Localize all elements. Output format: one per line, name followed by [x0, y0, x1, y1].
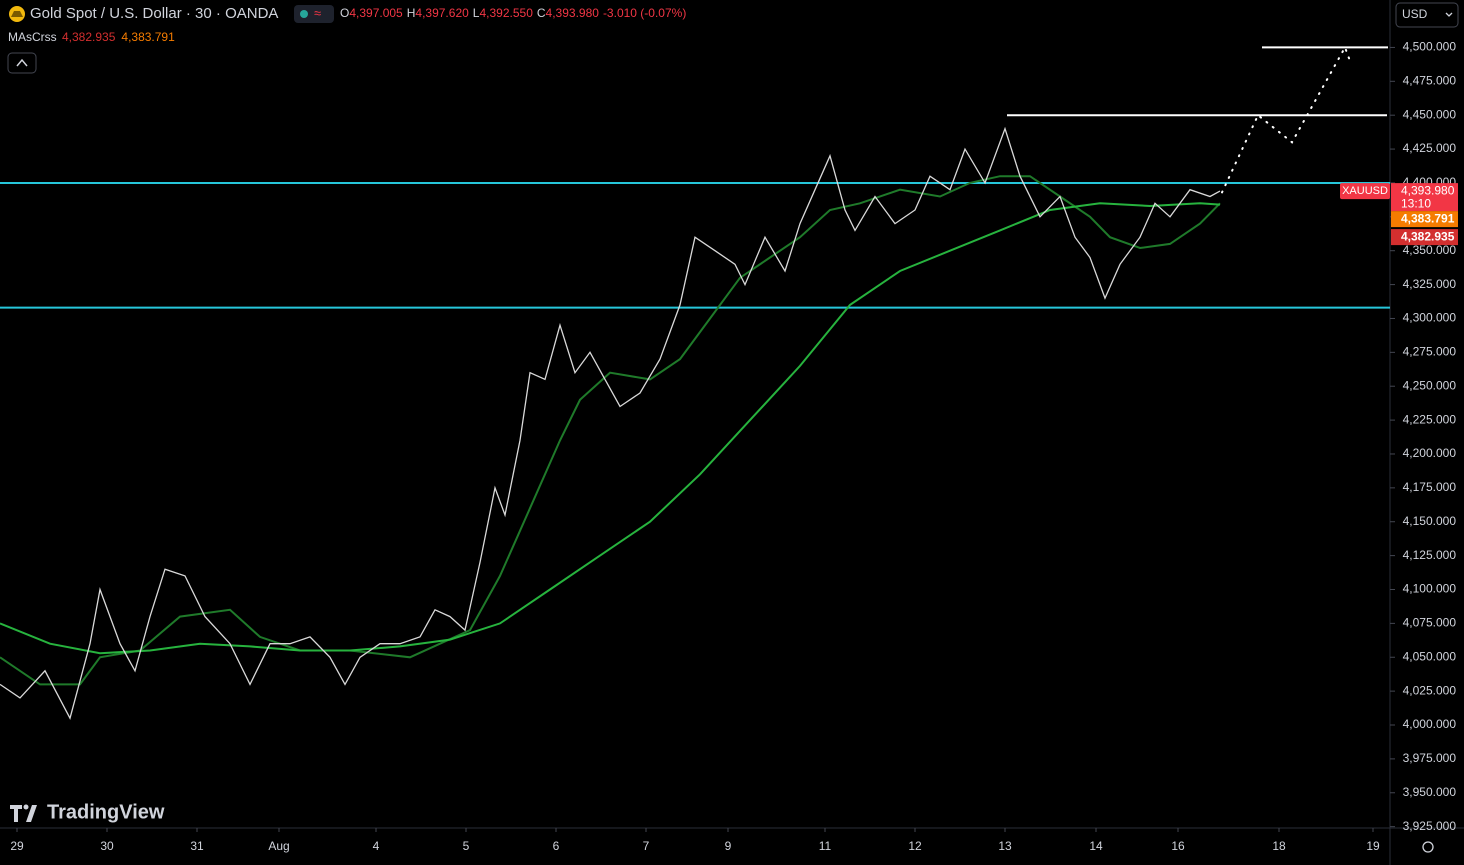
symbol-icon-bar	[11, 11, 23, 17]
x-tick-label: 14	[1089, 839, 1103, 853]
ohlc-key: C	[537, 6, 546, 20]
collapse-button[interactable]	[7, 52, 37, 74]
y-tick-label: 4,250.000	[1403, 378, 1457, 392]
ma-tag-label: 4,382.935	[1401, 229, 1455, 243]
status-badge	[294, 5, 334, 23]
chart-title: Gold Spot / U.S. Dollar · 30 · OANDA	[30, 5, 278, 22]
ohlc-key: L	[473, 6, 480, 20]
symbol-tag-label: XAUUSD	[1342, 185, 1388, 197]
ma-line	[0, 202, 1221, 655]
y-tick-label: 4,350.000	[1403, 243, 1457, 257]
x-tick-label: 9	[725, 839, 732, 853]
x-tick-label: 7	[643, 839, 650, 853]
ohlc-key: O	[340, 6, 349, 20]
y-tick-label: 4,475.000	[1403, 73, 1457, 87]
brand-icon-dot	[23, 804, 29, 810]
x-tick-label: 5	[463, 839, 470, 853]
y-tick-label: 3,950.000	[1403, 785, 1457, 799]
ohlc-value: 4,393.980	[546, 6, 600, 20]
projection-path	[1221, 45, 1351, 194]
y-tick-label: 3,975.000	[1403, 751, 1457, 765]
x-tick-label: 4	[373, 839, 380, 853]
market-status	[300, 10, 308, 18]
overlay: Gold Spot / U.S. Dollar · 30 · OANDA ≈ O…	[7, 2, 1459, 853]
y-tick-label: 3,925.000	[1403, 819, 1457, 833]
price-line	[0, 126, 1221, 720]
plot-area	[0, 45, 1390, 720]
ohlc-values: O4,397.005 H4,397.620 L4,392.550 C4,393.980…	[340, 6, 686, 20]
currency-label: USD	[1402, 7, 1428, 21]
x-tick-label: 6	[553, 839, 560, 853]
ma-tag-label: 4,383.791	[1401, 211, 1455, 225]
symbol-tag	[1340, 183, 1390, 200]
ohlc-value: 4,397.620	[415, 6, 469, 20]
y-tick-label: 4,225.000	[1403, 412, 1457, 426]
indicator-value: 4,383.791	[121, 30, 175, 44]
y-tick-label: 4,450.000	[1403, 107, 1457, 121]
price-tag	[1391, 183, 1458, 212]
ma-tag	[1391, 229, 1458, 246]
ohlc-value: 4,392.550	[479, 6, 533, 20]
brand-logo: TradingView	[10, 801, 165, 823]
countdown-label: 13:10	[1401, 196, 1431, 210]
x-tick-label: 12	[908, 839, 922, 853]
y-tick-label: 4,300.000	[1403, 311, 1457, 325]
currency-dropdown[interactable]	[1395, 2, 1459, 28]
y-tick-label: 4,150.000	[1403, 514, 1457, 528]
dropdown-arrow	[1445, 12, 1453, 17]
y-tick-label: 4,325.000	[1403, 277, 1457, 291]
settings-button[interactable]	[1422, 841, 1434, 853]
y-tick-label: 4,100.000	[1403, 582, 1457, 596]
x-tick-label: 19	[1366, 839, 1380, 853]
y-tick-label: 4,050.000	[1403, 649, 1457, 663]
x-tick-label: 18	[1272, 839, 1286, 853]
brand-name: TradingView	[47, 801, 165, 823]
brand-icon	[10, 805, 37, 822]
x-tick-label: Aug	[268, 839, 289, 853]
x-tick-label: 29	[10, 839, 24, 853]
y-tick-label: 4,275.000	[1403, 345, 1457, 359]
y-tick-label: 4,075.000	[1403, 616, 1457, 630]
y-tick-label: 4,125.000	[1403, 548, 1457, 562]
indicator-value: 4,382.935	[62, 30, 116, 44]
y-tick-label: 4,500.000	[1403, 40, 1457, 54]
ma-tag	[1391, 211, 1458, 228]
x-tick-label: 30	[100, 839, 114, 853]
price-tag-label: 4,393.980	[1401, 183, 1455, 197]
indicator-name: MAsCrss	[8, 30, 57, 44]
y-tick-label: 4,425.000	[1403, 141, 1457, 155]
x-tick-label: 13	[998, 839, 1012, 853]
x-tick-label: 31	[190, 839, 204, 853]
ohlc-key: H	[407, 6, 416, 20]
y-tick-label: 4,175.000	[1403, 480, 1457, 494]
collapse-chevron	[16, 58, 28, 67]
ohlc-value: 4,397.005	[349, 6, 403, 20]
status-icon: ≈	[314, 5, 321, 20]
y-tick-label: 4,200.000	[1403, 446, 1457, 460]
y-tick-label: 4,025.000	[1403, 683, 1457, 697]
x-tick-label: 16	[1171, 839, 1185, 853]
change-value: -3.010 (-0.07%)	[603, 6, 686, 20]
x-tick-label: 11	[819, 839, 832, 853]
ma-line	[0, 175, 1221, 686]
y-tick-label: 4,000.000	[1403, 717, 1457, 731]
indicator-values: 4,382.935 4,383.791	[62, 30, 175, 44]
